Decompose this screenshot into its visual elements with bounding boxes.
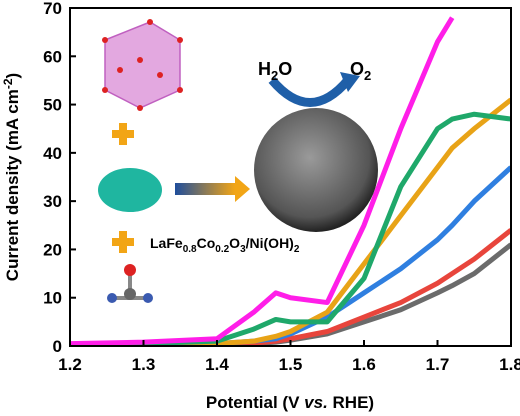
subscript: 3 xyxy=(240,244,246,255)
y-tick-label: 70 xyxy=(43,0,62,18)
text-part: H xyxy=(258,59,271,79)
text-part: RHE) xyxy=(328,393,374,412)
series-line xyxy=(70,16,455,346)
catalyst-label: LaFe0.8Co0.2O3/Ni(OH)2 xyxy=(150,235,300,255)
subscript: 0.2 xyxy=(215,244,229,255)
text-part: O xyxy=(229,235,240,251)
subscript: 2 xyxy=(294,244,300,255)
schematic xyxy=(98,19,378,303)
arrow-head xyxy=(235,176,250,202)
reaction-arrow xyxy=(268,77,352,107)
y-tick-label: 0 xyxy=(53,337,62,356)
text-part: O xyxy=(350,59,364,79)
x-tick-label: 1.2 xyxy=(58,355,82,374)
y-tick-label: 20 xyxy=(43,240,62,259)
crystal-atoms xyxy=(102,19,183,111)
particle-image xyxy=(254,108,378,232)
plus-icon xyxy=(112,123,134,253)
text-part: O xyxy=(278,59,292,79)
product-label: O2 xyxy=(350,59,371,83)
y-tick-label: 30 xyxy=(43,192,62,211)
molecule-icon xyxy=(107,264,153,303)
x-tick-label: 1.8 xyxy=(499,355,520,374)
y-axis-label: Current density (mA cm-2) xyxy=(1,73,22,281)
y-tick-label: 40 xyxy=(43,144,62,163)
subscript: 2 xyxy=(271,68,278,83)
superscript: -2 xyxy=(1,78,15,89)
text-part: /Ni(OH) xyxy=(246,235,294,251)
x-tick-label: 1.5 xyxy=(279,355,303,374)
text-part: LaFe xyxy=(150,235,183,251)
y-tick-label: 60 xyxy=(43,47,62,66)
subscript: 2 xyxy=(364,68,371,83)
y-tick-label: 50 xyxy=(43,96,62,115)
y-tick-label: 10 xyxy=(43,289,62,308)
reaction-arrow-head xyxy=(340,72,360,92)
x-tick-label: 1.4 xyxy=(205,355,229,374)
subscript: 0.8 xyxy=(183,244,197,255)
x-tick-label: 1.3 xyxy=(132,355,156,374)
text-part: ) xyxy=(3,73,22,79)
reactant-label: H2O xyxy=(258,59,292,83)
powder-icon xyxy=(98,168,162,212)
x-tick-label: 1.6 xyxy=(352,355,376,374)
text-part: Current density (mA cm xyxy=(3,89,22,281)
x-axis-label: Potential (V vs. RHE) xyxy=(206,393,374,412)
x-tick-label: 1.7 xyxy=(426,355,450,374)
crystal-icon xyxy=(104,21,181,109)
text-part: Co xyxy=(197,235,216,251)
text-part: vs. xyxy=(304,393,328,412)
arrow xyxy=(175,183,235,195)
text-part: Potential (V xyxy=(206,393,304,412)
